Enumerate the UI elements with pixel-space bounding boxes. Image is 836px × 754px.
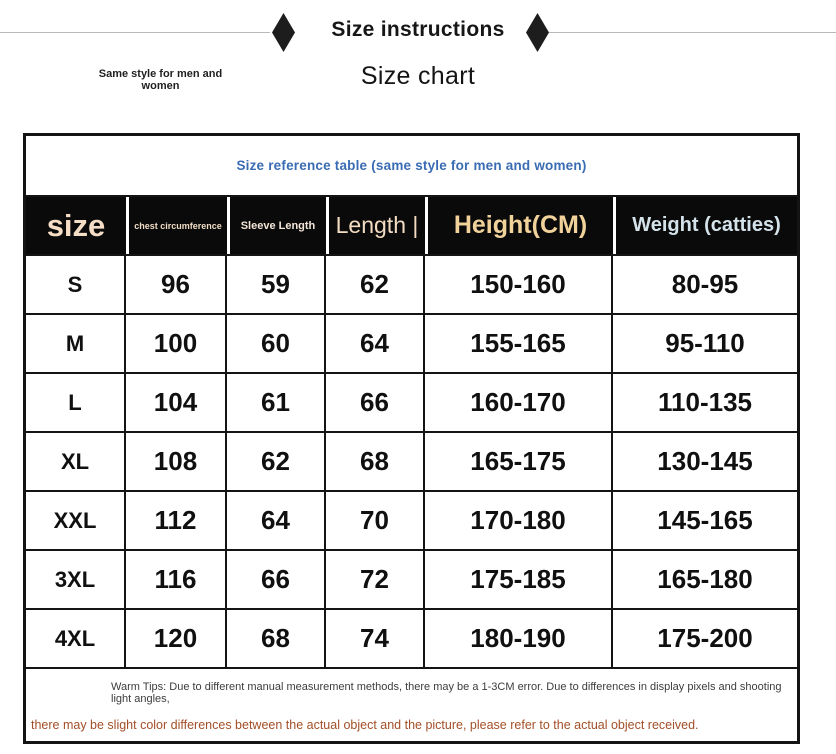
- table-row: XXL 112 64 70 170-180 145-165: [26, 490, 797, 549]
- cell-chest: 104: [126, 374, 227, 431]
- warm-tips-row: Warm Tips: Due to different manual measu…: [26, 667, 797, 741]
- column-header-weight: Weight (catties): [613, 197, 797, 254]
- cell-weight: 175-200: [657, 623, 753, 653]
- top-banner: Size instructions Same style for men and…: [0, 0, 836, 130]
- cell-weight: 110-135: [658, 387, 752, 417]
- cell-chest: 116: [126, 551, 227, 608]
- cell-height: 170-180: [425, 492, 613, 549]
- column-header-length: Length |: [326, 197, 425, 254]
- cell-sleeve: 59: [227, 256, 326, 313]
- cell-length: 64: [326, 315, 425, 372]
- cell-chest: 100: [126, 315, 227, 372]
- cell-sleeve: 66: [227, 551, 326, 608]
- divider-line-right: [549, 32, 836, 33]
- cell-sleeve: 64: [227, 492, 326, 549]
- cell-size: 3XL: [26, 551, 126, 608]
- cell-length: 74: [326, 610, 425, 667]
- cell-chest: 108: [126, 433, 227, 490]
- warm-tips-line1: Warm Tips: Due to different manual measu…: [111, 681, 782, 705]
- table-caption: Size reference table (same style for men…: [236, 158, 587, 173]
- cell-chest: 96: [126, 256, 227, 313]
- table-caption-row: Size reference table (same style for men…: [26, 136, 797, 197]
- cell-height: 160-170: [425, 374, 613, 431]
- cell-size: XXL: [26, 492, 126, 549]
- column-header-chest: chest circumference: [126, 197, 227, 254]
- cell-size: 4XL: [26, 610, 126, 667]
- cell-sleeve: 60: [227, 315, 326, 372]
- cell-length: 70: [326, 492, 425, 549]
- cell-height: 150-160: [425, 256, 613, 313]
- cell-sleeve: 62: [227, 433, 326, 490]
- cell-height: 155-165: [425, 315, 613, 372]
- table-row: L 104 61 66 160-170 110-135: [26, 372, 797, 431]
- warm-tips-line2: there may be slight color differences be…: [31, 718, 699, 732]
- cell-sleeve: 68: [227, 610, 326, 667]
- cell-chest: 112: [126, 492, 227, 549]
- cell-height: 165-175: [425, 433, 613, 490]
- cell-length: 66: [326, 374, 425, 431]
- tagline-men-women: Same style for men and women: [98, 68, 223, 92]
- column-header-size: size: [26, 197, 126, 254]
- page-title: Size instructions: [331, 18, 505, 41]
- cell-length: 62: [326, 256, 425, 313]
- cell-length: 72: [326, 551, 425, 608]
- cell-weight: 165-180: [657, 564, 753, 594]
- diamond-icon-right: [526, 13, 549, 52]
- table-row: 4XL 120 68 74 180-190 175-200: [26, 608, 797, 667]
- diamond-icon-left: [272, 13, 295, 52]
- cell-size: S: [26, 256, 126, 313]
- cell-size: L: [26, 374, 126, 431]
- cell-height: 175-185: [425, 551, 613, 608]
- cell-size: M: [26, 315, 126, 372]
- column-header-height: Height(CM): [425, 197, 613, 254]
- size-reference-table: Size reference table (same style for men…: [23, 133, 800, 744]
- table-row: 3XL 116 66 72 175-185 165-180: [26, 549, 797, 608]
- cell-length: 68: [326, 433, 425, 490]
- cell-weight: 95-110: [665, 328, 745, 358]
- cell-sleeve: 61: [227, 374, 326, 431]
- table-row: S 96 59 62 150-160 80-95: [26, 254, 797, 313]
- cell-weight: 130-145: [657, 446, 753, 476]
- table-row: M 100 60 64 155-165 95-110: [26, 313, 797, 372]
- divider-line-left: [0, 32, 270, 33]
- table-row: XL 108 62 68 165-175 130-145: [26, 431, 797, 490]
- table-header-row: size chest circumference Sleeve Length L…: [26, 197, 797, 254]
- cell-size: XL: [26, 433, 126, 490]
- size-chart-subtitle: Size chart: [360, 62, 476, 90]
- cell-chest: 120: [126, 610, 227, 667]
- cell-weight: 80-95: [671, 269, 739, 299]
- cell-weight: 145-165: [657, 505, 753, 535]
- cell-height: 180-190: [425, 610, 613, 667]
- column-header-sleeve: Sleeve Length: [227, 197, 326, 254]
